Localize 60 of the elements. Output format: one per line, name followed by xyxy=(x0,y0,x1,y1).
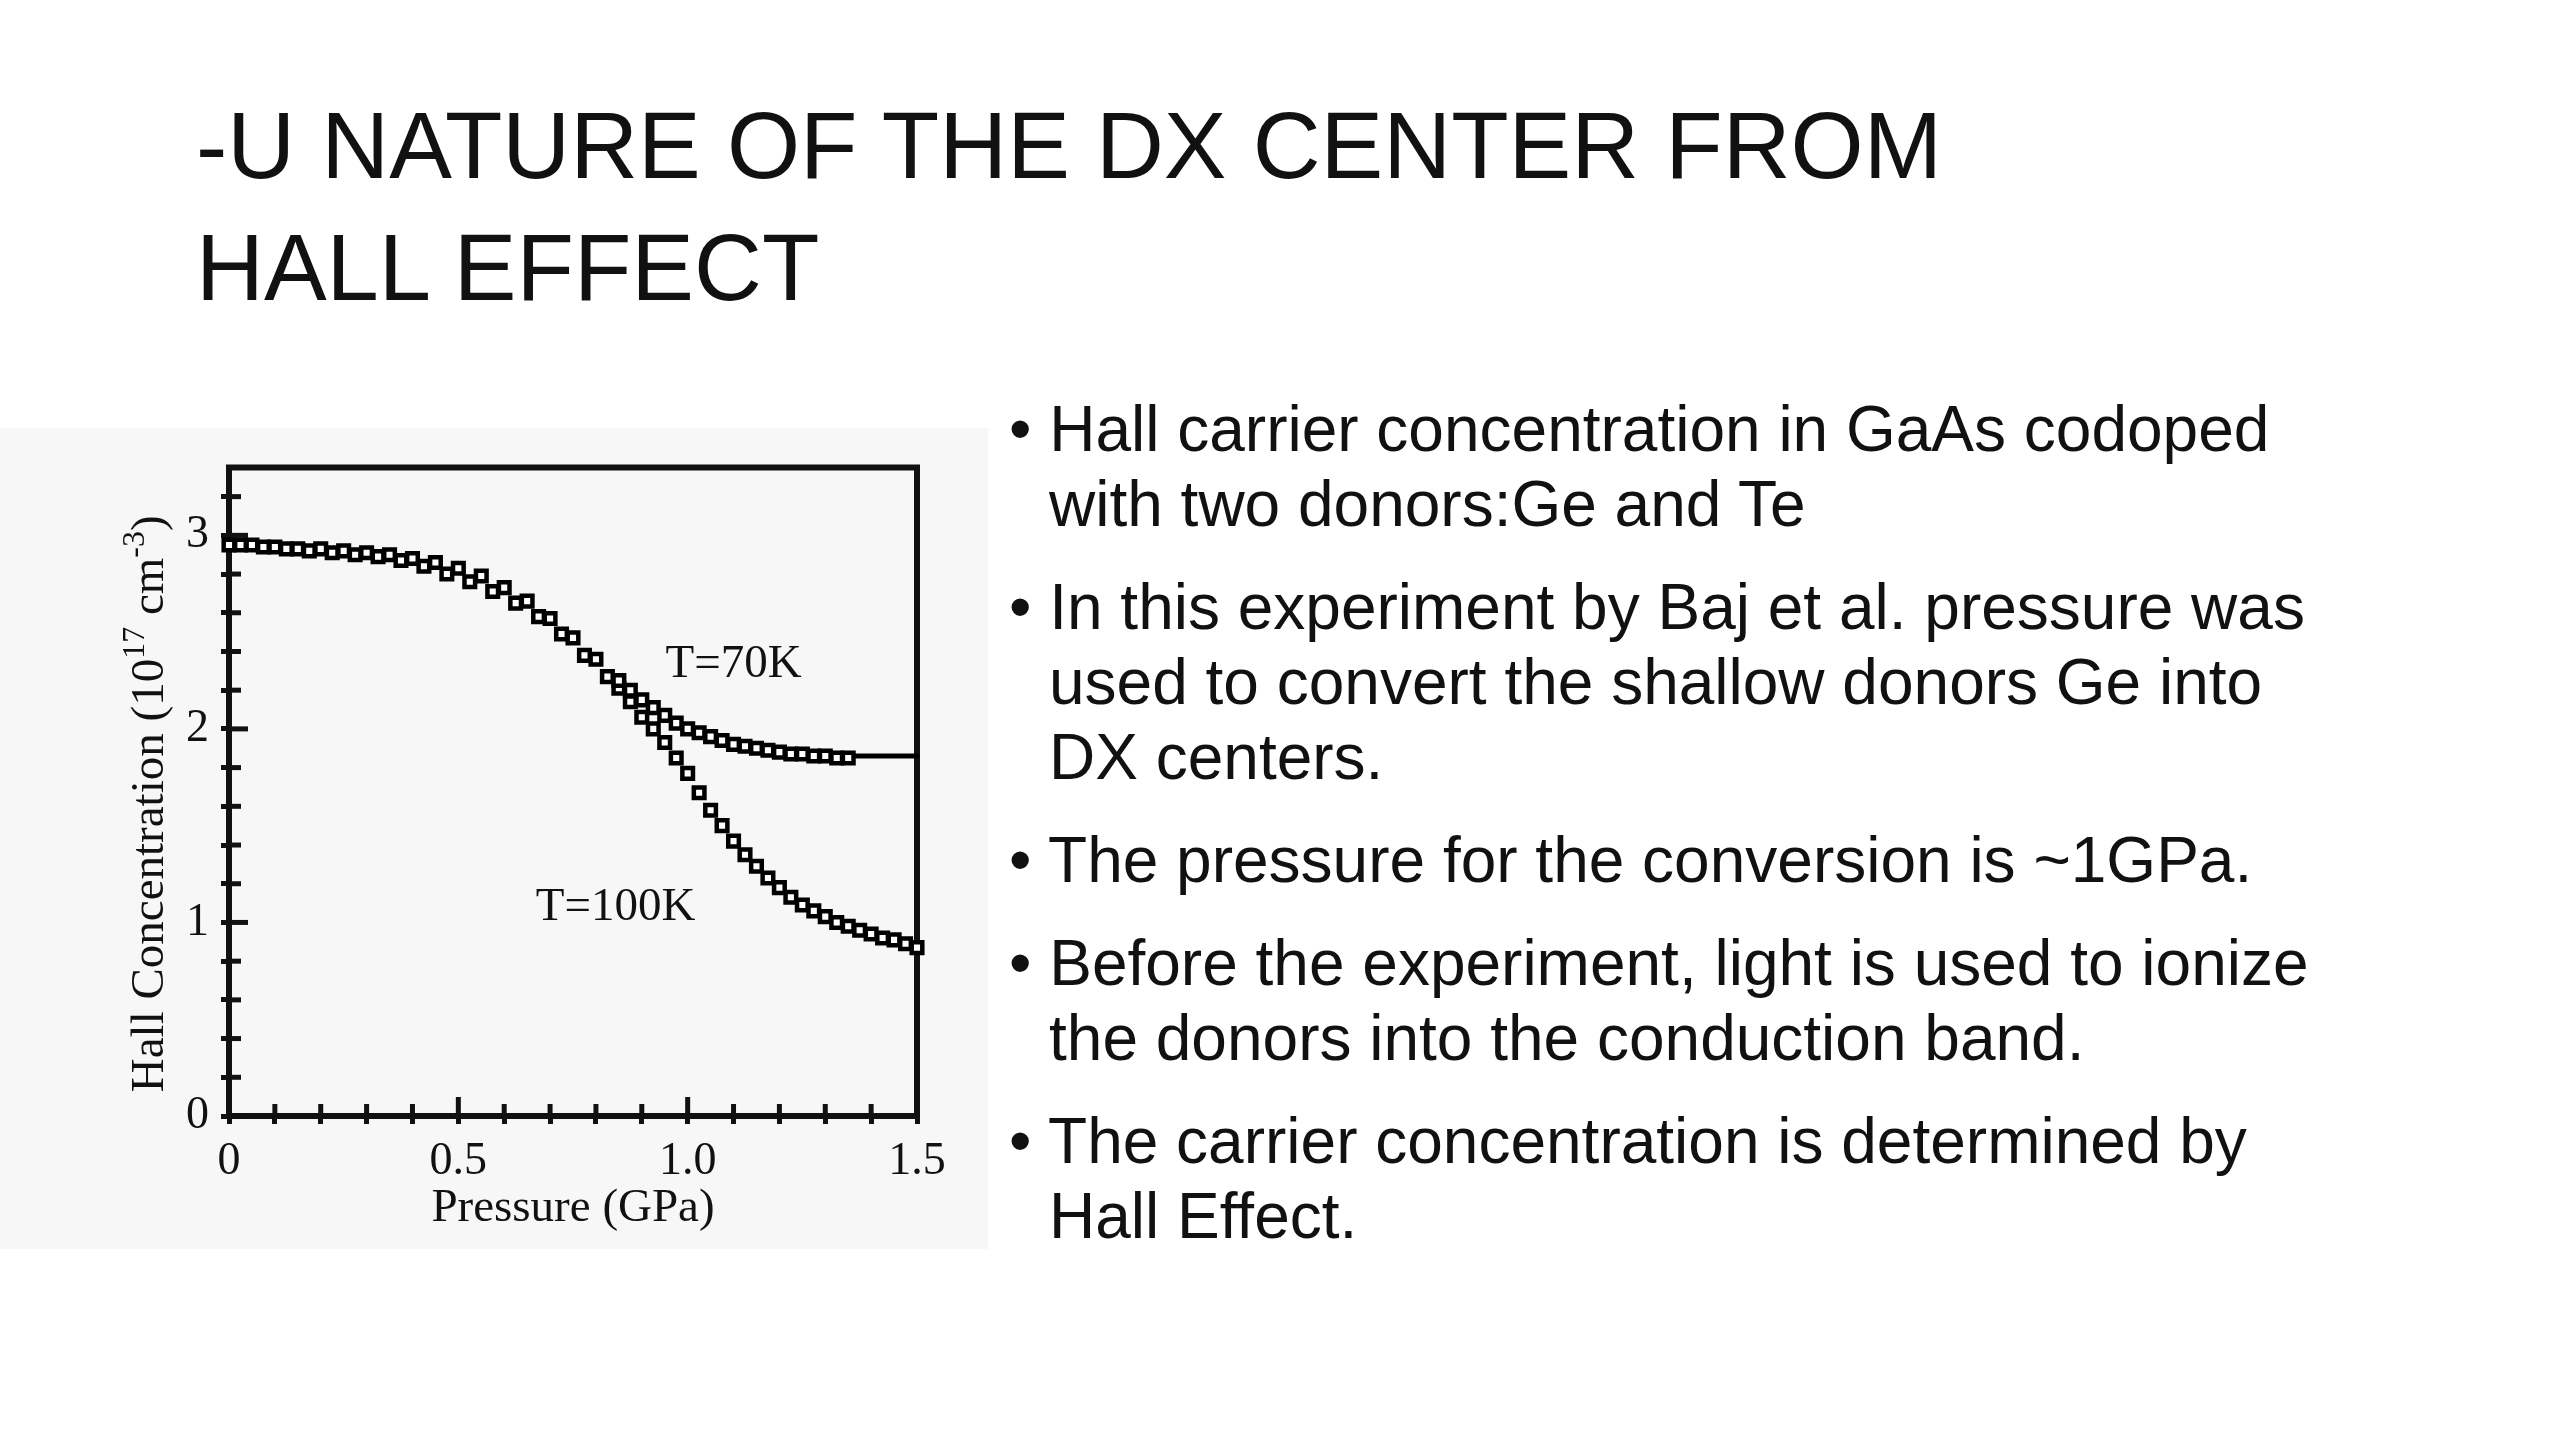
point xyxy=(852,922,868,938)
point xyxy=(290,541,306,557)
point xyxy=(427,554,443,570)
point xyxy=(680,721,696,737)
point xyxy=(359,545,375,561)
point xyxy=(496,580,512,596)
point xyxy=(760,870,776,886)
point xyxy=(267,539,283,555)
y-tick-label: 2 xyxy=(186,699,209,751)
point xyxy=(313,541,329,557)
point xyxy=(771,880,787,896)
point xyxy=(668,750,684,766)
y-axis-title: Hall Concentration (1017 cm-3) xyxy=(114,515,173,1093)
point xyxy=(737,738,753,754)
series-label: T=70K xyxy=(665,634,802,687)
text: • The carrier concentration is determined by Hall Effect. xyxy=(1009,1104,2248,1254)
y-tick-label: 1 xyxy=(186,893,209,945)
point xyxy=(565,630,581,646)
point xyxy=(450,560,466,576)
text: • Hall carrier concentration in GaAs codoped with two donors:Ge and Te xyxy=(1009,392,2271,542)
point xyxy=(381,547,398,563)
point xyxy=(725,833,742,849)
point xyxy=(336,543,352,559)
point xyxy=(817,909,833,925)
point xyxy=(794,897,810,913)
y-tick-label: 0 xyxy=(186,1087,209,1139)
point xyxy=(485,583,501,600)
point xyxy=(519,593,535,609)
point xyxy=(748,858,765,874)
point xyxy=(611,672,627,689)
point xyxy=(657,734,673,750)
point xyxy=(645,721,661,737)
point xyxy=(542,611,558,627)
text: • The pressure for the conversion is ~1GPa. xyxy=(1009,823,2254,898)
point xyxy=(657,707,673,723)
point xyxy=(714,818,730,834)
point xyxy=(680,765,696,781)
point xyxy=(840,750,856,766)
y-tick-label: 3 xyxy=(186,506,209,558)
series-label: T=100K xyxy=(535,877,696,930)
point xyxy=(462,574,478,590)
point xyxy=(622,682,638,698)
point xyxy=(829,914,845,930)
point xyxy=(909,940,925,956)
x-tick-label: 1.5 xyxy=(888,1132,946,1184)
point xyxy=(737,847,753,863)
point xyxy=(703,729,719,745)
point xyxy=(645,700,661,716)
point xyxy=(473,568,489,584)
point xyxy=(588,651,604,667)
point xyxy=(806,903,822,919)
point xyxy=(634,709,650,725)
chart-title: -U NATURE OF THE DX CENTER FROM HALL EFFECT xyxy=(196,92,1943,322)
point xyxy=(783,889,799,905)
point xyxy=(221,537,237,553)
point xyxy=(703,802,719,818)
point xyxy=(404,551,421,567)
text: • In this experiment by Baj et al. pressure was used to convert the shallow donors Ge into DX centers. xyxy=(1009,570,2306,795)
text: • Before the experiment, light is used to ionize the donors into the conduction band. xyxy=(1009,926,2309,1076)
point xyxy=(691,785,707,801)
